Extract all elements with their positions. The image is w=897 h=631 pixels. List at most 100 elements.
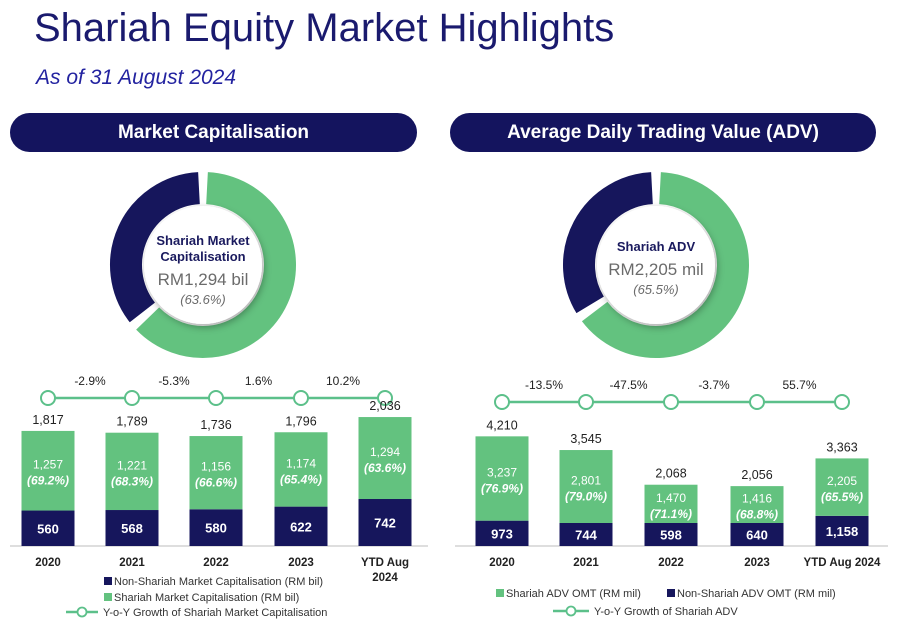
page-title: Shariah Equity Market Highlights (34, 6, 615, 50)
legend-swatch-shariah (104, 593, 112, 601)
bar-non-shariah (559, 523, 613, 546)
legend-growth-marker (565, 605, 577, 617)
donut-chart-adv: Shariah ADV RM2,205 mil (65.5%) (563, 172, 749, 358)
bar-shariah (189, 436, 243, 510)
x-tick-label: 2023 (288, 557, 314, 569)
growth-label: -13.5% (525, 378, 563, 392)
bar-non-shariah-label: 622 (290, 519, 312, 534)
x-tick-label: 2024 (372, 572, 398, 584)
donut-label-line: Capitalisation (160, 249, 245, 264)
bar-shariah (21, 430, 75, 511)
donut-shariah-slice (136, 172, 296, 358)
bar-non-shariah-label: 640 (746, 528, 768, 543)
donut-center-disc (144, 206, 262, 324)
bar-non-shariah-label: 742 (374, 516, 396, 531)
bar-shariah-label: 2,205 (827, 474, 857, 488)
bar-total-label: 3,363 (826, 440, 857, 454)
bar-non-shariah (274, 506, 328, 546)
donut-share: (63.6%) (180, 292, 226, 307)
growth-marker (663, 394, 679, 410)
bar-shariah-share-label: (65.5%) (821, 490, 863, 504)
bar-non-shariah-label: 560 (37, 521, 59, 536)
bar-shariah-label: 1,470 (656, 491, 686, 505)
growth-label: -2.9% (74, 374, 106, 388)
donut-share: (65.5%) (633, 282, 679, 297)
x-tick-label: 2021 (119, 557, 145, 569)
bar-non-shariah (475, 520, 529, 546)
x-tick-label: 2022 (658, 557, 684, 569)
bar-shariah-share-label: (71.1%) (650, 507, 692, 521)
bar-shariah-label: 1,156 (201, 460, 231, 474)
bar-shariah-label: 1,294 (370, 445, 400, 459)
bar-non-shariah (189, 509, 243, 546)
bar-shariah (730, 486, 784, 523)
bar-non-shariah (815, 515, 869, 546)
growth-marker (749, 394, 765, 410)
bar-total-label: 3,545 (570, 432, 601, 446)
bar-total-label: 1,817 (32, 413, 63, 427)
growth-marker (40, 390, 56, 406)
bar-non-shariah (21, 510, 75, 546)
bar-shariah-share-label: (65.4%) (280, 472, 322, 486)
bar-total-label: 2,068 (655, 467, 686, 481)
bar-non-shariah-label: 973 (491, 526, 513, 541)
bar-shariah-label: 1,174 (286, 456, 316, 470)
growth-label: -3.7% (698, 378, 730, 392)
bar-shariah (274, 432, 328, 507)
bar-shariah (559, 450, 613, 523)
legend-growth-marker (76, 606, 88, 618)
bar-shariah-label: 2,801 (571, 474, 601, 488)
bar-non-shariah-label: 744 (575, 528, 597, 543)
donut-label-line: Shariah ADV (617, 239, 696, 254)
bar-shariah-share-label: (63.6%) (364, 461, 406, 475)
x-tick-label: 2022 (203, 557, 229, 569)
bar-shariah (358, 417, 412, 500)
growth-marker (377, 390, 393, 406)
growth-marker (578, 394, 594, 410)
adv-title-pill: Average Daily Trading Value (ADV) (450, 113, 876, 152)
bar-shariah-share-label: (68.8%) (736, 508, 778, 522)
bar-non-shariah (358, 499, 412, 546)
x-tick-label: 2021 (573, 557, 599, 569)
bar-shariah-share-label: (68.3%) (111, 474, 153, 488)
bar-chart-mc: -2.9% -5.3% 1.6% 10.2% 560 1,257 (69.2%) 1,817 2… (10, 374, 428, 584)
donut-shariah-slice (581, 172, 749, 358)
x-tick-label: YTD Aug 2024 (804, 557, 882, 569)
bar-non-shariah-label: 568 (121, 521, 143, 536)
bar-shariah-label: 1,257 (33, 458, 63, 472)
bar-total-label: 4,210 (486, 418, 517, 432)
legend-label: Y-o-Y Growth of Shariah ADV (594, 606, 738, 618)
bar-shariah (105, 432, 159, 511)
bar-shariah-share-label: (76.9%) (481, 482, 523, 496)
market-cap-title-pill: Market Capitalisation (10, 113, 417, 152)
bar-shariah (475, 436, 529, 521)
legend-label: Non-Shariah Market Capitalisation (RM bi… (114, 576, 323, 588)
bar-shariah-label: 3,237 (487, 466, 517, 480)
growth-marker (834, 394, 850, 410)
legend-adv: Shariah ADV OMT (RM mil) Non-Shariah ADV … (496, 588, 836, 618)
bar-shariah-share-label: (66.6%) (195, 476, 237, 490)
bar-non-shariah-label: 1,158 (826, 524, 859, 539)
growth-marker (293, 390, 309, 406)
legend-label: Shariah ADV OMT (RM mil) (506, 588, 641, 600)
legend-swatch-non-shariah (667, 589, 675, 597)
donut-value: RM1,294 bil (158, 270, 249, 289)
legend-swatch-non-shariah (104, 577, 112, 585)
legend-market-cap: Non-Shariah Market Capitalisation (RM bi… (66, 576, 327, 619)
growth-marker (208, 390, 224, 406)
x-tick-label: 2020 (489, 557, 515, 569)
bar-non-shariah-label: 598 (660, 528, 682, 543)
bar-non-shariah (730, 523, 784, 546)
legend-label: Y-o-Y Growth of Shariah Market Capitalis… (103, 607, 327, 619)
page-subtitle: As of 31 August 2024 (36, 66, 237, 89)
growth-label: 1.6% (245, 374, 273, 388)
growth-marker (124, 390, 140, 406)
donut-center-disc (597, 206, 715, 324)
legend-label: Shariah Market Capitalisation (RM bil) (114, 592, 299, 604)
bar-shariah-share-label: (79.0%) (565, 490, 607, 504)
bar-total-label: 1,789 (116, 415, 147, 429)
bar-shariah (815, 458, 869, 516)
bar-non-shariah-label: 580 (205, 521, 227, 536)
